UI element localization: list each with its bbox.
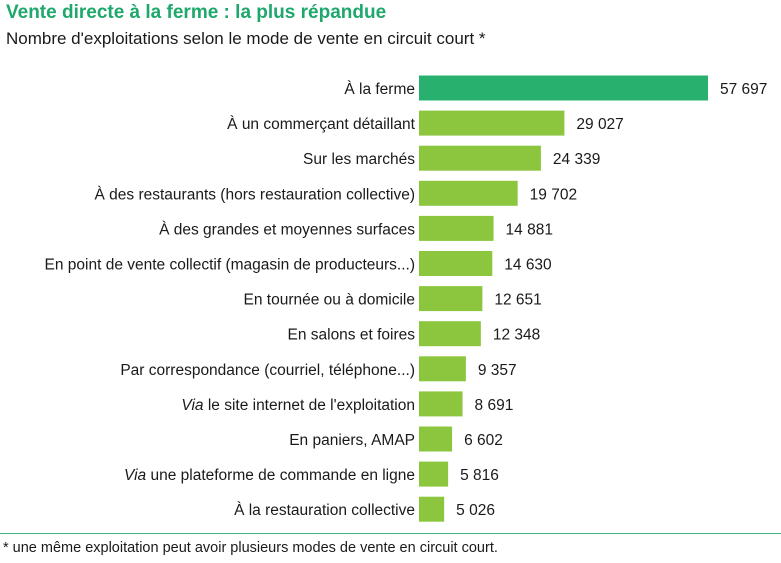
value-label: 57 697 [720, 81, 767, 98]
category-label: En point de vente collectif (magasin de … [45, 257, 415, 274]
bar-chart: À la ferme 57 697 À un commerçant détailla… [45, 75, 767, 522]
bar [419, 180, 518, 206]
category-label: En tournée ou à domicile [244, 292, 415, 309]
bar [419, 75, 708, 101]
bar [419, 215, 494, 241]
bar [419, 321, 481, 347]
value-label: 5 816 [460, 467, 499, 484]
footnote-divider [0, 533, 781, 534]
value-label: 14 881 [506, 221, 553, 238]
bar [419, 391, 463, 417]
category-label: Via le site internet de l'exploitation [181, 397, 415, 414]
chart-subtitle: Nombre d'exploitations selon le mode de … [6, 29, 486, 48]
value-label: 14 630 [504, 257, 552, 274]
value-label: 29 027 [576, 116, 623, 133]
category-label: En paniers, AMAP [289, 432, 415, 449]
bar [419, 496, 445, 522]
bar [419, 286, 483, 312]
value-label: 9 357 [478, 362, 517, 379]
bar [419, 110, 565, 136]
category-label: À la ferme [344, 81, 415, 98]
value-label: 19 702 [530, 186, 577, 203]
value-label: 24 339 [553, 151, 600, 168]
bar [419, 461, 449, 487]
category-label: Sur les marchés [303, 151, 415, 168]
value-label: 5 026 [456, 502, 495, 519]
chart-title: Vente directe à la ferme : la plus répan… [6, 2, 387, 23]
category-label: À la restauration collective [234, 502, 415, 519]
category-label: Via une plateforme de commande en ligne [124, 467, 415, 484]
footnote: * une même exploitation peut avoir plusi… [3, 540, 498, 556]
bar [419, 426, 453, 452]
category-label: À des grandes et moyennes surfaces [159, 221, 415, 238]
category-label: À un commerçant détaillant [227, 116, 416, 133]
value-label: 12 348 [493, 327, 540, 344]
bar [419, 356, 466, 382]
category-label: En salons et foires [287, 327, 415, 344]
bar [419, 145, 541, 171]
bar [419, 251, 493, 276]
value-label: 8 691 [475, 397, 514, 414]
value-label: 6 602 [464, 432, 503, 449]
category-label: À des restaurants (hors restauration col… [95, 186, 415, 203]
category-label: Par correspondance (courriel, téléphone.… [120, 362, 415, 379]
value-label: 12 651 [494, 292, 541, 309]
